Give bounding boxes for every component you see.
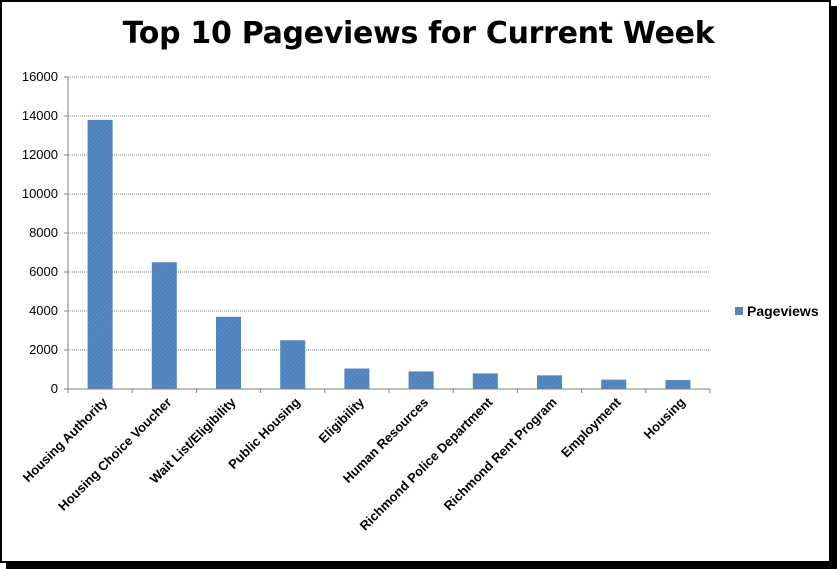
y-tick-label: 10000 (22, 186, 58, 201)
legend-label: Pageviews (747, 303, 819, 319)
bar (536, 375, 563, 389)
y-tick-label: 6000 (29, 264, 58, 279)
bar (472, 373, 498, 389)
bar (215, 316, 242, 389)
y-tick-label: 0 (51, 381, 58, 396)
y-tick-label: 12000 (22, 147, 58, 162)
bar (151, 262, 177, 389)
bar (87, 119, 113, 390)
bar (344, 368, 370, 389)
y-tick-label: 16000 (22, 69, 58, 84)
bar (280, 340, 306, 389)
x-tick-label: Richmond Police Department (357, 394, 496, 533)
y-tick-label: 4000 (29, 303, 58, 318)
frame-shadow-right (831, 6, 837, 569)
bar (665, 380, 691, 389)
y-axis: 0 2000 4000 6000 8000 10000 12000 14000 16000 (22, 69, 69, 396)
y-tick-label: 2000 (29, 342, 58, 357)
bars (87, 119, 691, 390)
frame-shadow-bottom (6, 563, 837, 569)
y-tick-label: 8000 (29, 225, 58, 240)
bar (601, 379, 627, 389)
y-tick-label: 14000 (22, 108, 58, 123)
x-tick-label: Housing Choice Voucher (55, 395, 174, 514)
x-tick-label: Richmond Rent Program (441, 395, 560, 514)
x-tick-label: Eligibility (316, 394, 368, 446)
x-tick-label: Housing (641, 394, 688, 441)
bar (408, 371, 434, 389)
legend-swatch (735, 307, 743, 315)
legend: Pageviews (735, 303, 819, 319)
chart-title: Top 10 Pageviews for Current Week (122, 16, 715, 51)
x-tick-label: Employment (558, 394, 624, 460)
